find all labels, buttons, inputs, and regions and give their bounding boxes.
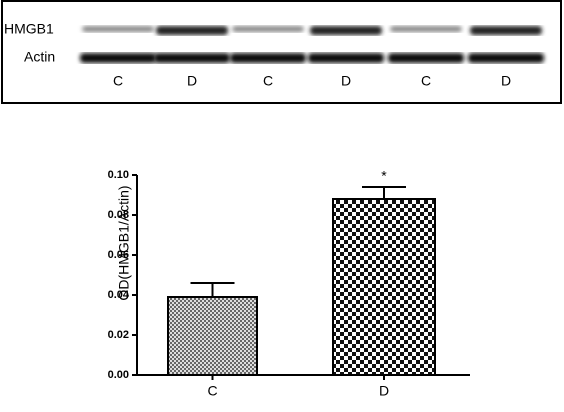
lane-label: D [187, 73, 197, 89]
blot-bands [80, 26, 544, 63]
y-tick-label: 0.00 [108, 369, 129, 381]
band [308, 53, 384, 63]
lane-label: C [113, 73, 123, 89]
band [230, 53, 306, 63]
x-tick-label: D [379, 383, 389, 399]
band [468, 53, 544, 63]
x-tick-label: C [207, 383, 217, 399]
y-tick-label: 0.08 [108, 209, 129, 221]
band [310, 26, 382, 35]
band [80, 53, 156, 63]
y-tick-label: 0.10 [108, 169, 129, 181]
band [390, 26, 462, 32]
y-tick-label: 0.02 [108, 329, 129, 341]
bar [167, 296, 258, 376]
band [156, 26, 228, 35]
y-axis-label: OD(HMGB1/Actin) [116, 185, 132, 300]
blot-frame [1, 0, 562, 104]
bar [332, 198, 436, 376]
band [232, 26, 304, 32]
lane-label: D [341, 73, 351, 89]
band [388, 53, 464, 63]
band [82, 26, 154, 32]
row-label: Actin [24, 49, 55, 65]
lane-label: D [501, 73, 511, 89]
band [154, 53, 230, 63]
lane-label: C [421, 73, 431, 89]
y-tick-label: 0.04 [108, 289, 130, 301]
y-tick-label: 0.06 [108, 249, 129, 261]
row-label: HMGB1 [4, 21, 54, 37]
significance-mark: * [381, 168, 387, 184]
band [470, 26, 542, 35]
lane-label: C [263, 73, 273, 89]
